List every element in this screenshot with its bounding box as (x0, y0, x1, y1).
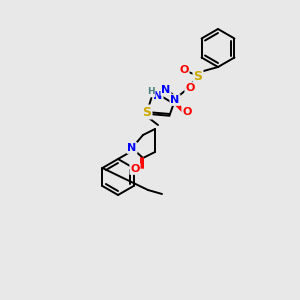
Text: O: O (185, 83, 195, 93)
Text: N: N (153, 91, 163, 101)
Text: O: O (182, 107, 192, 117)
Text: N: N (170, 95, 180, 105)
Text: S: S (142, 106, 152, 118)
Text: O: O (179, 65, 189, 75)
Text: N: N (128, 143, 136, 153)
Text: N: N (161, 85, 171, 95)
Text: H: H (147, 88, 155, 97)
Text: S: S (194, 70, 202, 83)
Text: O: O (130, 164, 140, 174)
